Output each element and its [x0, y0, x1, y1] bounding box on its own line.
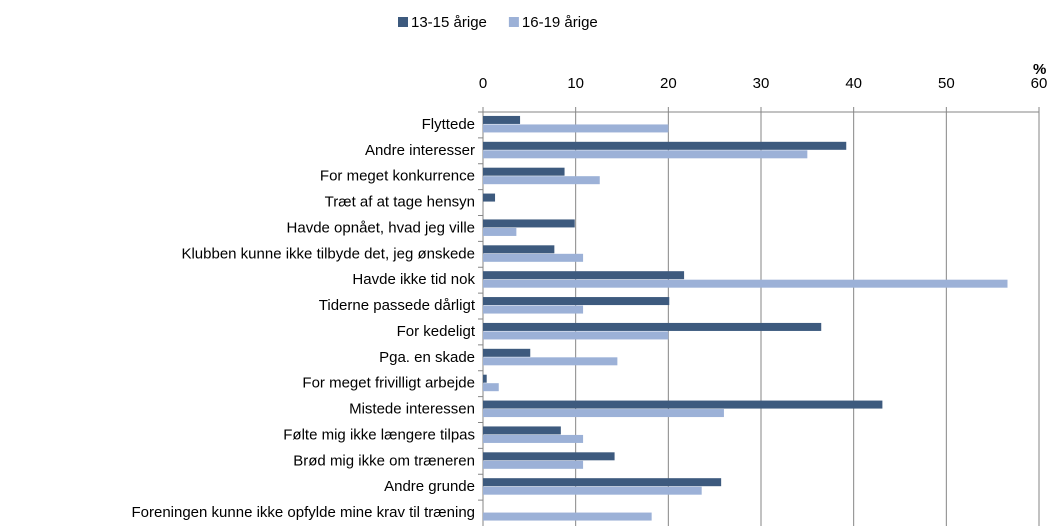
y-tick-label: Træt af at tage hensyn: [325, 194, 475, 211]
legend-label: 13-15 årige: [411, 14, 487, 31]
bar: [483, 331, 669, 340]
bar: [483, 167, 565, 176]
x-tick-label: 30: [753, 75, 770, 92]
x-tick-label: 10: [567, 75, 584, 92]
bar: [483, 150, 808, 159]
bar: [483, 357, 618, 366]
bar: [483, 426, 561, 435]
x-tick-label: 50: [938, 75, 955, 92]
x-tick-label: 40: [845, 75, 862, 92]
y-tick-label: Mistede interessen: [349, 401, 475, 418]
y-tick-label: Flyttede: [422, 116, 475, 133]
y-tick-label: Andre grunde: [384, 478, 475, 495]
x-tick-label: 0: [479, 75, 487, 92]
bar: [483, 383, 499, 392]
bar: [483, 219, 575, 228]
y-tick-label: Foreningen kunne ikke opfylde mine krav …: [131, 504, 475, 521]
y-tick-label: Følte mig ikke længere tilpas: [283, 426, 475, 443]
x-tick-label: 60: [1031, 75, 1048, 92]
bar: [483, 227, 517, 236]
bar: [483, 176, 600, 185]
bar: [483, 460, 584, 469]
axis-unit: %: [1033, 61, 1046, 78]
bar: [483, 374, 487, 383]
bar: [483, 124, 669, 133]
y-tick-label: Pga. en skade: [379, 349, 475, 366]
y-tick-label: Klubben kunne ikke tilbyde det, jeg ønsk…: [181, 245, 475, 262]
bar: [483, 141, 847, 150]
bar: [483, 193, 496, 202]
y-tick-label: Brød mig ikke om træneren: [293, 452, 475, 469]
bar: [483, 409, 724, 418]
bar: [483, 279, 1008, 288]
bar: [483, 348, 531, 357]
y-tick-label: Tiderne passede dårligt: [319, 297, 476, 314]
bar: [483, 115, 521, 124]
bar: [483, 322, 822, 331]
bar: [483, 253, 584, 262]
legend-swatch: [398, 17, 408, 27]
bar: [483, 400, 883, 409]
bar: [483, 245, 555, 254]
bar: [483, 305, 584, 314]
bar: [483, 452, 615, 461]
y-tick-label: For meget konkurrence: [320, 168, 475, 185]
bar: [483, 478, 722, 487]
y-tick-label: Havde opnået, hvad jeg ville: [287, 219, 475, 236]
bar: [483, 434, 584, 443]
bar: [483, 297, 670, 306]
bar: [483, 512, 652, 521]
bar: [483, 486, 702, 495]
legend-label: 16-19 årige: [522, 14, 598, 31]
bar: [483, 271, 685, 280]
x-tick-label: 20: [660, 75, 677, 92]
legend-swatch: [508, 17, 519, 27]
y-tick-label: Andre interesser: [365, 142, 475, 159]
y-tick-label: For kedeligt: [397, 323, 476, 340]
y-tick-label: Havde ikke tid nok: [352, 271, 475, 288]
y-tick-label: For meget frivilligt arbejde: [302, 375, 475, 392]
